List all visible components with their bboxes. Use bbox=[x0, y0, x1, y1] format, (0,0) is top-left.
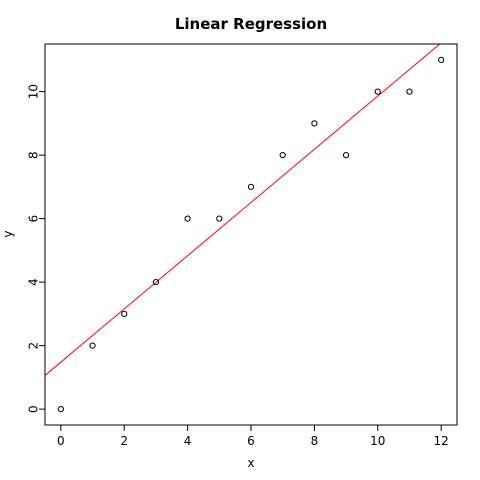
x-axis-ticks: 0 2 4 6 8 10 12 bbox=[57, 425, 449, 448]
chart-title: Linear Regression bbox=[175, 15, 327, 33]
data-point bbox=[152, 279, 160, 286]
data-point bbox=[311, 120, 318, 127]
data-point bbox=[342, 152, 350, 159]
data-points bbox=[57, 56, 445, 413]
y-tick-label: 2 bbox=[27, 342, 41, 350]
data-point bbox=[57, 406, 64, 413]
y-tick-label: 4 bbox=[27, 278, 41, 286]
data-point bbox=[247, 183, 255, 190]
data-point bbox=[279, 152, 286, 159]
data-point bbox=[184, 215, 191, 222]
regression-line bbox=[45, 44, 441, 376]
y-tick-label: 8 bbox=[27, 151, 41, 159]
x-axis-label: x bbox=[247, 456, 254, 470]
x-tick-label: 12 bbox=[434, 434, 449, 448]
data-point bbox=[406, 88, 413, 95]
y-tick-label: 6 bbox=[27, 215, 41, 223]
plot-frame bbox=[44, 43, 458, 426]
y-axis-label: y bbox=[1, 230, 15, 237]
y-tick-label: 10 bbox=[27, 84, 41, 99]
data-point bbox=[438, 56, 445, 63]
data-point bbox=[216, 215, 223, 222]
data-point bbox=[89, 342, 96, 349]
x-tick-label: 2 bbox=[120, 434, 128, 448]
x-tick-label: 10 bbox=[370, 434, 385, 448]
regression-layer bbox=[45, 44, 441, 376]
y-axis-ticks: 0 2 4 6 8 10 bbox=[27, 84, 45, 413]
x-tick-label: 4 bbox=[184, 434, 192, 448]
x-tick-label: 6 bbox=[247, 434, 255, 448]
data-point bbox=[374, 88, 381, 95]
x-tick-label: 0 bbox=[57, 434, 65, 448]
data-point bbox=[121, 310, 128, 317]
y-tick-label: 0 bbox=[27, 405, 41, 413]
x-tick-label: 8 bbox=[311, 434, 319, 448]
